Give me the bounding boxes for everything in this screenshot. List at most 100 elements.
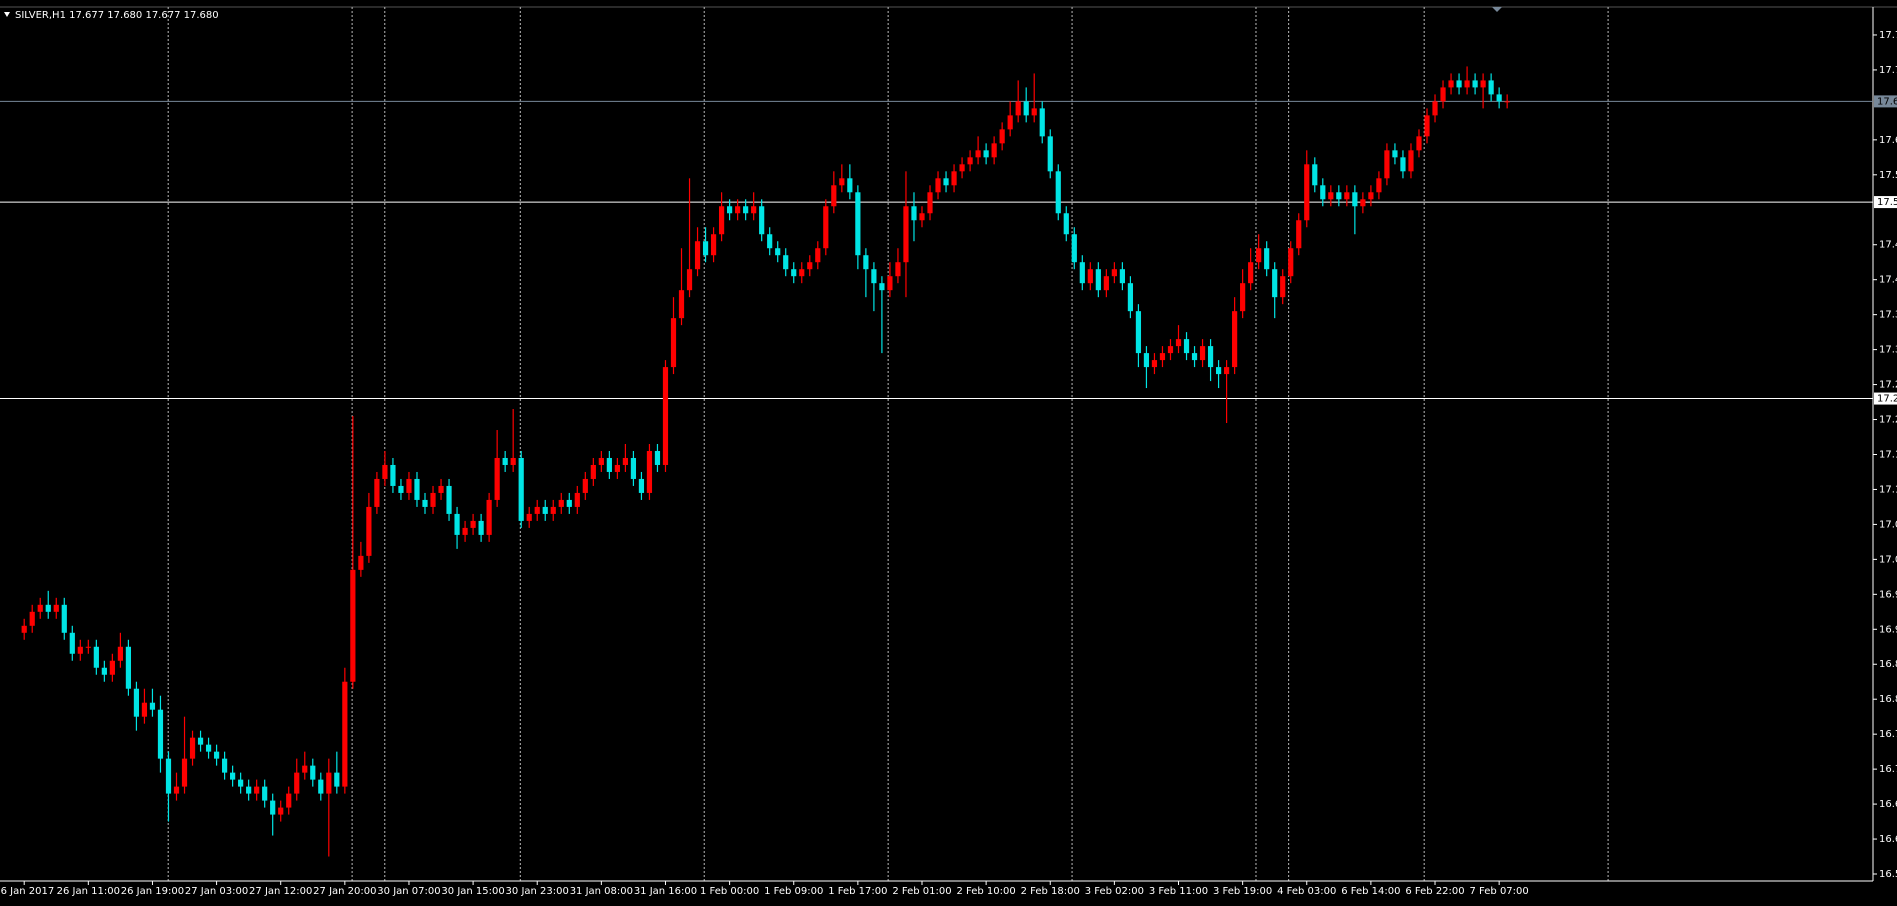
candle-body [294,772,300,794]
candle-body [1440,87,1446,102]
candle-body [767,234,773,249]
candle-body [879,283,885,291]
candle-body [526,513,532,521]
x-tick-label: 2 Feb 01:00 [892,886,951,897]
candle-body [302,765,308,773]
candle-body [165,758,172,794]
candle-body [454,513,460,535]
candle-body [646,450,653,493]
candle-body [205,744,212,752]
separators [167,7,1609,881]
candle-body [887,276,893,291]
candle-body [53,604,59,612]
candle-body [326,772,332,794]
candle-body [358,555,364,570]
x-tick-label: 7 Feb 07:00 [1470,886,1529,897]
candle-body [518,457,524,521]
candle-body [278,807,284,815]
candle-body [1504,101,1510,103]
candle-body [173,786,180,794]
candle-body [1480,80,1486,88]
candle-body [446,485,452,514]
price-label-box [1874,196,1897,209]
x-tick-label: 27 Jan 03:00 [185,886,248,897]
candle-body [254,786,260,794]
candle-body [847,178,853,193]
candle-body [61,604,67,633]
candle-body [815,248,821,263]
candle-body [1007,115,1013,130]
candle-body [1304,164,1310,221]
candle-body [606,457,612,472]
candle-body [1328,192,1334,200]
candle-body [702,241,709,256]
candle-body [855,192,861,256]
candle-body [230,772,236,780]
candle-body [189,737,196,759]
x-tick-label: 31 Jan 16:00 [634,886,697,897]
candle-body [654,450,661,465]
candle-body [37,604,43,612]
candle-body [1296,220,1302,249]
candle-body [534,506,540,514]
y-tick-label: 16.7 [1879,764,1897,775]
candle-body [1087,269,1093,284]
candle-body [1183,339,1190,354]
candle-body [574,492,580,507]
candle-body [991,143,997,158]
x-tick-label: 26 Jan 11:00 [57,886,120,897]
candle-body [807,262,813,270]
candle-body [109,660,115,675]
candle-body [823,206,829,249]
candle-body [670,318,677,368]
candle-body [1432,101,1438,116]
candle-body [975,150,981,158]
x-tick-label: 30 Jan 07:00 [377,886,440,897]
y-tick-label: 17.2 [1879,380,1897,391]
candle-body [718,206,725,235]
candle-body [318,779,324,794]
candle-body [69,632,75,654]
candle-body [1248,262,1254,284]
candle-body [1416,136,1422,151]
candle-body [1272,269,1278,298]
x-tick-label: 6 Feb 14:00 [1341,886,1400,897]
candle-body [1111,269,1117,277]
x-tick-label: 26 Jan 2017 [0,886,54,897]
candle-body [238,779,244,787]
candle-body [366,506,372,556]
candle-body [983,150,989,158]
candle-body [398,485,404,493]
x-tick-label: 30 Jan 15:00 [441,886,504,897]
candle-body [1352,192,1358,207]
candle-body [694,241,701,270]
candle-body [1063,213,1069,235]
candle-body [566,499,572,507]
y-tick-label: 17.4 [1879,275,1897,286]
candle-body [406,478,412,493]
y-tick-label: 16.5 [1879,869,1897,880]
candle-body [678,290,685,319]
candle-body [262,786,268,801]
candle-body [999,129,1005,144]
candle-body [1464,80,1470,88]
menu-arrow[interactable] [4,12,10,17]
candle-body [1288,248,1294,277]
candle-body [1191,353,1198,361]
y-tick-label: 17.3 [1879,345,1897,356]
candle-body [510,457,516,465]
candle-body [77,646,83,654]
chart-title: SILVER,H1 17.677 17.680 17.677 17.680 [15,10,219,21]
y-tick-label: 17.7 [1879,65,1897,76]
candle-body [85,646,91,648]
candle-body [895,262,901,277]
candle-body [911,206,917,221]
candle-body [1015,101,1021,116]
candle-body [662,367,669,465]
candle-body [374,478,380,507]
candle-body [1167,346,1174,354]
candle-body [29,611,35,626]
price-label-box [1874,95,1897,108]
candle-body [590,464,596,479]
